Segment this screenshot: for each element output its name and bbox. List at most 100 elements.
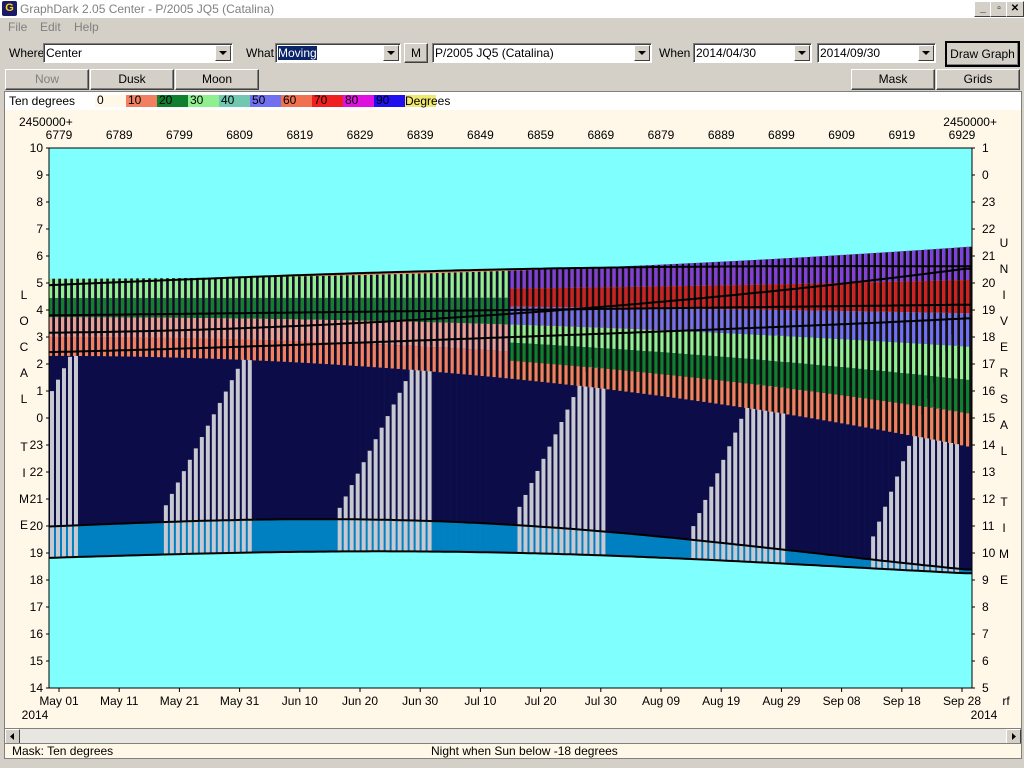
right-hour-label: 8 xyxy=(982,600,989,614)
altitude-band-gap xyxy=(543,363,547,382)
altitude-band xyxy=(810,337,814,365)
altitude-band-gap xyxy=(933,280,937,313)
altitude-band-gap xyxy=(268,318,271,340)
night-band xyxy=(150,349,158,523)
altitude-band-gap xyxy=(387,297,391,322)
menu-file[interactable]: File xyxy=(8,20,28,34)
altitude-band-gap xyxy=(663,308,667,331)
altitude-band xyxy=(900,312,904,343)
chevron-down-icon[interactable] xyxy=(794,45,810,61)
altitude-band xyxy=(330,275,334,298)
altitude-band xyxy=(708,355,712,380)
altitude-band-gap xyxy=(633,307,637,330)
altitude-band xyxy=(942,312,946,346)
altitude-band xyxy=(822,392,826,421)
altitude-band xyxy=(534,269,538,289)
altitude-band-gap xyxy=(64,317,67,337)
altitude-band-gap xyxy=(759,359,763,385)
altitude-band-gap xyxy=(363,297,367,321)
dusk-button[interactable]: Dusk xyxy=(90,69,174,90)
moon-button[interactable]: Moon xyxy=(175,69,259,90)
altitude-band-gap xyxy=(909,373,913,405)
altitude-band xyxy=(306,276,311,298)
altitude-band xyxy=(66,336,71,356)
altitude-band-gap xyxy=(292,297,295,320)
altitude-band xyxy=(138,317,143,338)
altitude-band xyxy=(888,371,892,402)
chevron-down-icon[interactable] xyxy=(383,45,399,61)
altitude-band-gap xyxy=(897,372,901,403)
altitude-band xyxy=(828,255,832,284)
altitude-band-gap xyxy=(693,354,697,378)
altitude-band xyxy=(660,330,664,353)
altitude-band xyxy=(132,278,137,298)
altitude-band-gap xyxy=(148,278,151,298)
altitude-band xyxy=(786,362,790,389)
altitude-band xyxy=(738,382,742,408)
mask-button[interactable]: Mask xyxy=(851,69,935,90)
altitude-band xyxy=(486,271,490,298)
graph-area[interactable]: 2450000+ 2450000+ 6779 6789 6799 6809 6819 6829… xyxy=(4,110,1022,728)
altitude-band xyxy=(690,377,694,401)
altitude-band-gap xyxy=(771,309,775,336)
altitude-band-gap xyxy=(64,297,67,318)
app-icon[interactable]: G xyxy=(2,1,17,16)
end-date-select[interactable]: 2014/09/30 xyxy=(817,43,936,63)
right-axis-title-char: E xyxy=(1000,573,1008,587)
altitude-band xyxy=(162,278,167,298)
altitude-band-gap xyxy=(759,259,763,285)
chevron-down-icon[interactable] xyxy=(918,45,934,61)
close-button[interactable]: ✕ xyxy=(1006,1,1024,17)
altitude-band-gap xyxy=(723,309,727,333)
altitude-band xyxy=(624,287,628,308)
altitude-band xyxy=(198,297,203,319)
scroll-left-button[interactable] xyxy=(5,729,20,744)
altitude-band-gap xyxy=(429,346,433,372)
chevron-down-icon[interactable] xyxy=(634,45,650,61)
moon-bar xyxy=(697,513,702,560)
altitude-band-gap xyxy=(909,312,913,343)
altitude-band xyxy=(360,343,364,367)
night-band xyxy=(528,336,535,526)
altitude-band-gap xyxy=(855,396,859,426)
altitude-band xyxy=(600,348,604,369)
date-tick-label: Jun 20 xyxy=(342,694,378,708)
m-button[interactable]: M xyxy=(404,43,428,63)
altitude-band xyxy=(840,339,844,368)
altitude-band-gap xyxy=(483,349,487,376)
altitude-band-gap xyxy=(801,363,805,390)
altitude-band-gap xyxy=(112,297,115,318)
altitude-band xyxy=(678,376,682,399)
now-button[interactable]: Now xyxy=(5,69,89,90)
altitude-band-gap xyxy=(747,284,751,310)
altitude-band-gap xyxy=(861,368,865,398)
altitude-band-gap xyxy=(567,365,571,385)
altitude-band xyxy=(456,348,460,374)
night-band xyxy=(108,350,116,525)
altitude-band xyxy=(162,317,167,338)
corner-label: rf xyxy=(1002,694,1010,708)
grids-button[interactable]: Grids xyxy=(936,69,1020,90)
darkness-graph[interactable]: 2450000+ 2450000+6779 6789 6799 6809 6819 6829… xyxy=(5,110,1021,728)
altitude-band-gap xyxy=(549,363,553,383)
altitude-band xyxy=(672,308,676,331)
moon-bar xyxy=(535,470,540,554)
altitude-band xyxy=(858,282,862,312)
altitude-band-gap xyxy=(196,297,199,319)
start-date-select[interactable]: 2014/04/30 xyxy=(693,43,812,63)
altitude-band xyxy=(888,401,892,432)
scroll-right-button[interactable] xyxy=(1006,729,1021,744)
altitude-band xyxy=(252,339,257,361)
where-select[interactable]: Center xyxy=(43,43,233,63)
what-select[interactable]: Moving xyxy=(275,43,401,63)
when-label: When xyxy=(659,46,691,60)
horizontal-scrollbar[interactable] xyxy=(4,728,1022,744)
draw-graph-button[interactable]: Draw Graph xyxy=(945,41,1020,67)
menu-help[interactable]: Help xyxy=(74,20,99,34)
altitude-band-gap xyxy=(220,297,223,319)
altitude-band-gap xyxy=(148,297,151,318)
object-select[interactable]: P/2005 JQ5 (Catalina) xyxy=(432,43,652,63)
legend-swatch: 80 xyxy=(343,93,374,107)
chevron-down-icon[interactable] xyxy=(215,45,231,61)
menu-edit[interactable]: Edit xyxy=(40,20,61,34)
